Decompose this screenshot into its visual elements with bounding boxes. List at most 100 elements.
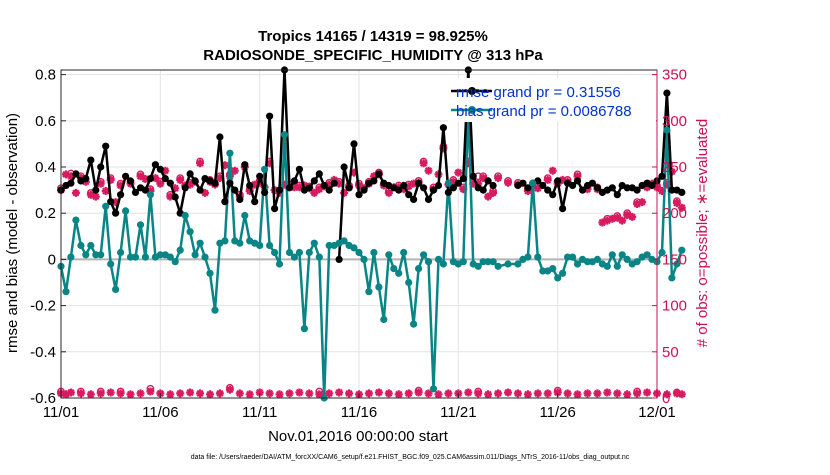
obs-evaluated-point xyxy=(250,180,259,189)
obs-evaluated-point xyxy=(176,389,185,398)
y-left-tick-label: -0.4 xyxy=(30,344,56,361)
rmse-point xyxy=(161,175,169,183)
rmse-point xyxy=(678,188,686,196)
obs-evaluated-point xyxy=(141,175,150,183)
obs-evaluated-point xyxy=(548,166,557,175)
rmse-point xyxy=(275,186,284,194)
obs-evaluated-point xyxy=(136,172,145,181)
bias-point xyxy=(305,248,313,257)
bias-point xyxy=(325,241,333,250)
bias-point xyxy=(97,251,105,259)
rmse-point xyxy=(107,198,115,206)
obs-evaluated-point xyxy=(484,192,493,201)
bias-point xyxy=(226,149,234,157)
obs-evaluated-point xyxy=(672,199,681,207)
bias-point xyxy=(112,285,120,293)
bias-point xyxy=(633,258,641,266)
rmse-point xyxy=(370,177,378,185)
rmse-point xyxy=(92,186,100,194)
y-left-tick-label: 0.8 xyxy=(35,67,56,84)
rmse-point xyxy=(310,177,318,185)
obs-evaluated-point xyxy=(310,188,319,197)
bias-point xyxy=(424,258,433,266)
rmse-point xyxy=(285,184,294,192)
obs-evaluated-point xyxy=(444,389,453,398)
rmse-point xyxy=(221,198,229,206)
rmse-point xyxy=(335,255,343,263)
rmse-point xyxy=(340,163,348,171)
bias-point xyxy=(275,260,284,268)
rmse-point xyxy=(355,191,363,199)
obs-evaluated-point xyxy=(146,387,155,396)
bias-point xyxy=(484,258,492,266)
obs-evaluated-point xyxy=(662,390,671,399)
obs-evaluated-point xyxy=(71,188,80,197)
rmse-point xyxy=(449,184,457,192)
rmse-point xyxy=(266,112,274,120)
bias-point xyxy=(489,258,497,266)
bias-point xyxy=(107,260,115,268)
rmse-point xyxy=(573,177,582,185)
rmse-point xyxy=(484,177,492,185)
obs-evaluated-point xyxy=(255,388,264,397)
obs-evaluated-point xyxy=(424,389,433,398)
obs-evaluated-point xyxy=(558,175,567,184)
obs-evaluated-point xyxy=(225,385,234,394)
rmse-point xyxy=(578,186,587,194)
y-right-tick-label: 150 xyxy=(662,251,687,268)
legend-rmse-marker xyxy=(468,87,476,95)
y-right-tick-label: 350 xyxy=(662,67,687,84)
obs-evaluated-point xyxy=(265,389,274,398)
obs-evaluated-point xyxy=(598,218,607,227)
obs-evaluated-point xyxy=(414,388,423,397)
rmse-point xyxy=(82,175,90,183)
obs-evaluated-point xyxy=(504,388,512,397)
bias-point xyxy=(405,278,413,287)
obs-evaluated-point xyxy=(504,178,512,187)
rmse-point xyxy=(146,175,154,183)
rmse-point xyxy=(236,195,244,203)
bias-point xyxy=(459,258,467,266)
bias-point xyxy=(280,131,289,139)
rmse-point xyxy=(439,124,447,132)
rmse-point xyxy=(395,186,403,194)
obs-evaluated-point xyxy=(672,389,681,398)
rmse-point xyxy=(97,163,105,171)
bias-point xyxy=(668,274,676,282)
y-right-tick-label: 250 xyxy=(662,159,687,176)
obs-evaluated-point xyxy=(225,172,234,181)
rmse-point xyxy=(181,184,189,192)
rmse-point xyxy=(117,191,125,199)
rmse-point xyxy=(593,184,602,192)
rmse-point xyxy=(196,186,204,194)
rmse-point xyxy=(186,170,194,178)
rmse-point xyxy=(226,179,234,187)
bias-point xyxy=(131,253,140,261)
bias-point xyxy=(420,251,428,259)
obs-evaluated-point xyxy=(469,179,478,188)
rmse-point xyxy=(216,133,224,141)
obs-evaluated-point xyxy=(116,389,125,398)
obs-evaluated-point xyxy=(62,170,70,179)
obs-evaluated-point xyxy=(96,179,105,188)
bias-point xyxy=(673,260,681,268)
bias-point xyxy=(370,248,378,257)
obs-evaluated-point xyxy=(677,390,686,399)
obs-evaluated-point xyxy=(76,389,85,398)
bias-point xyxy=(524,253,532,261)
rmse-point xyxy=(345,184,353,192)
bias-point xyxy=(400,248,408,257)
rmse-point xyxy=(231,186,239,194)
legend-box: rmse grand pr = 0.31556 bias grand pr = … xyxy=(448,78,656,122)
bias-point xyxy=(608,251,616,259)
y-left-tick-label: 0 xyxy=(48,251,56,268)
obs-evaluated-point xyxy=(623,211,632,220)
rmse-point xyxy=(454,179,462,187)
bias-point xyxy=(415,265,423,273)
obs-evaluated-point xyxy=(494,389,503,398)
obs-evaluated-point xyxy=(136,389,145,398)
obs-evaluated-point xyxy=(201,188,209,197)
bias-point xyxy=(146,191,154,199)
